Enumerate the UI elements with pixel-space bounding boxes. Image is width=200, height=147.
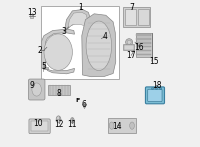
Ellipse shape <box>71 118 74 123</box>
Text: 14: 14 <box>113 122 122 131</box>
Text: 8: 8 <box>56 89 61 98</box>
Bar <box>136 54 151 55</box>
FancyBboxPatch shape <box>145 87 165 104</box>
Bar <box>124 45 134 50</box>
Ellipse shape <box>56 116 61 123</box>
Bar <box>136 46 151 47</box>
Text: 9: 9 <box>30 81 35 90</box>
Bar <box>136 50 151 51</box>
Polygon shape <box>68 12 88 28</box>
Bar <box>41 6 119 79</box>
Text: 17: 17 <box>126 51 136 60</box>
Text: 4: 4 <box>103 32 108 41</box>
Bar <box>123 6 150 27</box>
Bar <box>123 44 134 50</box>
FancyBboxPatch shape <box>28 79 45 100</box>
Text: 15: 15 <box>149 57 159 66</box>
Bar <box>138 9 149 25</box>
Text: 6: 6 <box>82 100 86 109</box>
Text: 1: 1 <box>78 3 83 12</box>
Bar <box>125 9 136 25</box>
Ellipse shape <box>32 83 41 96</box>
Polygon shape <box>82 14 116 77</box>
Ellipse shape <box>86 21 112 71</box>
Bar <box>108 118 136 133</box>
Text: 13: 13 <box>27 8 37 17</box>
Text: 18: 18 <box>152 81 162 90</box>
Text: 11: 11 <box>68 120 77 129</box>
FancyBboxPatch shape <box>29 119 50 134</box>
Text: 7: 7 <box>130 3 134 12</box>
Bar <box>30 14 33 18</box>
Ellipse shape <box>127 40 131 44</box>
Ellipse shape <box>109 122 114 129</box>
Ellipse shape <box>130 122 134 129</box>
Text: 5: 5 <box>42 62 46 71</box>
Ellipse shape <box>126 39 133 46</box>
Polygon shape <box>41 29 75 74</box>
Polygon shape <box>64 9 91 31</box>
Text: 16: 16 <box>135 43 144 52</box>
Bar <box>136 34 151 36</box>
Ellipse shape <box>44 34 72 70</box>
Bar <box>136 42 151 44</box>
FancyBboxPatch shape <box>148 89 162 102</box>
Bar <box>136 38 151 40</box>
Text: 3: 3 <box>62 27 67 36</box>
Bar <box>136 34 152 57</box>
Text: 10: 10 <box>33 119 43 128</box>
Bar <box>31 121 48 131</box>
Bar <box>48 85 70 95</box>
Text: 2: 2 <box>37 46 42 55</box>
Bar <box>43 66 48 69</box>
Text: $\mathbf{F}$: $\mathbf{F}$ <box>75 96 81 104</box>
Text: 12: 12 <box>54 120 63 129</box>
